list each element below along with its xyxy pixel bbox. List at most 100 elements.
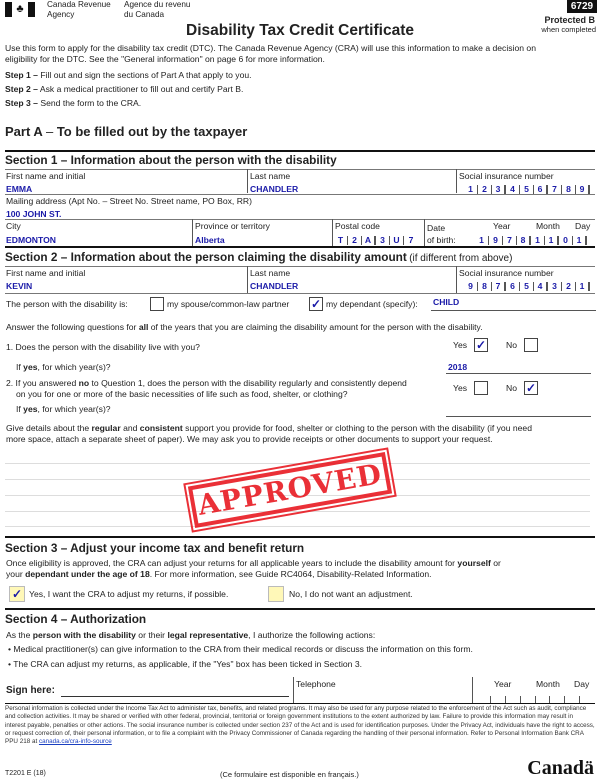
divider xyxy=(456,266,457,293)
address-field[interactable]: 100 JOHN ST. xyxy=(6,209,62,219)
sin-digit: 5 xyxy=(520,282,534,291)
text: If xyxy=(16,362,21,372)
first-name-field[interactable]: EMMA xyxy=(6,184,33,194)
intro-text: Use this form to apply for the disabilit… xyxy=(5,43,536,64)
q2-no-checkbox[interactable]: ✓ xyxy=(524,381,538,395)
province-field[interactable]: Alberta xyxy=(195,235,225,245)
privacy-text: Personal information is collected under … xyxy=(5,705,595,746)
spouse-label: my spouse/common-law partner xyxy=(167,299,290,309)
question-2: 2. If you answered no to Question 1, doe… xyxy=(6,378,407,399)
info-source-link[interactable]: canada.ca/cra-info-source xyxy=(38,738,112,746)
text: . For more information, see Guide RC4064… xyxy=(149,569,432,579)
agency-fr-line2: du Canada xyxy=(124,9,165,19)
dob-digit: 1 xyxy=(573,236,587,245)
sin-digit: 4 xyxy=(506,185,520,194)
postal-char: 2 xyxy=(348,236,362,245)
day-label: Day xyxy=(574,679,590,689)
divider xyxy=(332,219,333,246)
relation-label: The person with the disability is: xyxy=(6,299,128,309)
postal-label: Postal code xyxy=(335,221,380,231)
adjust-yes-checkbox[interactable]: ✓ xyxy=(9,586,25,602)
province-label: Province or territory xyxy=(195,221,270,231)
text-bold: yourself xyxy=(457,558,491,568)
canada-wordmark: Canadä xyxy=(527,757,594,779)
text: or xyxy=(493,558,501,568)
sin-digit: 4 xyxy=(534,282,548,291)
sign-date-field[interactable] xyxy=(476,696,594,703)
text: your xyxy=(6,569,23,579)
month-label: Month xyxy=(536,221,560,231)
step-label: Step 1 – xyxy=(5,70,38,80)
q1-no-checkbox[interactable] xyxy=(524,338,538,352)
dob-digit: 7 xyxy=(503,236,517,245)
postal-char: T xyxy=(334,236,348,245)
adjust-no-checkbox[interactable] xyxy=(268,586,284,602)
divider xyxy=(247,266,248,293)
signature-field[interactable] xyxy=(61,696,289,697)
form-id: T2201 E (18) xyxy=(5,770,46,777)
underline xyxy=(446,416,591,417)
answer-instructions: Answer the following questions for all o… xyxy=(6,322,483,332)
part-a-title: Part A xyxy=(5,124,43,139)
sin-digit: 1 xyxy=(576,282,590,291)
year-label: Year xyxy=(494,679,512,689)
underline xyxy=(431,310,596,311)
text: Answer the following questions for xyxy=(6,322,137,332)
q1-yes-label: Yes xyxy=(453,340,468,350)
q1-yes-checkbox[interactable]: ✓ xyxy=(474,338,488,352)
telephone-field[interactable] xyxy=(296,691,471,702)
dependant-specify-field[interactable]: CHILD xyxy=(433,297,460,307)
step-text: Ask a medical practitioner to fill out a… xyxy=(39,84,244,94)
sin-digit: 8 xyxy=(478,282,492,291)
divider xyxy=(5,536,595,538)
text-bold: legal representative xyxy=(167,630,249,640)
text-bold: consistent xyxy=(139,423,183,433)
section2-heading: Section 2 – Information about the person… xyxy=(5,250,512,264)
last-name-field[interactable]: CHANDLER xyxy=(250,184,299,194)
divider xyxy=(293,677,294,703)
claimant-last-name-field[interactable]: CHANDLER xyxy=(250,281,299,291)
divider xyxy=(5,150,595,152)
city-label: City xyxy=(6,221,21,231)
ruled-line xyxy=(5,526,590,527)
step-text: Send the form to the CRA. xyxy=(40,98,142,108)
text-bold: person with the disability xyxy=(32,630,136,640)
text: on you for one or more of the basic nece… xyxy=(16,388,348,399)
address-label: Mailing address (Apt No. – Street No. St… xyxy=(6,196,252,206)
last-name-label: Last name xyxy=(250,171,291,181)
text-bold: no xyxy=(78,378,90,388)
ruled-line xyxy=(5,511,590,512)
text-bold: regular xyxy=(91,423,121,433)
city-field[interactable]: EDMONTON xyxy=(6,235,56,245)
dependant-checkbox[interactable]: ✓ xyxy=(309,297,323,311)
dob-label: of birth: xyxy=(427,235,456,245)
spouse-checkbox[interactable] xyxy=(150,297,164,311)
dob-digit: 9 xyxy=(489,236,503,245)
q2-no-label: No xyxy=(506,383,517,393)
dob-digit: 1 xyxy=(475,236,489,245)
privacy-notice: Personal information is collected under … xyxy=(5,705,595,746)
step-label: Step 3 – xyxy=(5,98,38,108)
date-label: Date xyxy=(427,223,446,233)
q1-years-field[interactable]: 2018 xyxy=(448,362,468,372)
text: , I authorize the following actions: xyxy=(248,630,376,640)
claimant-first-name-field[interactable]: KEVIN xyxy=(6,281,33,291)
sin-digit: 1 xyxy=(464,185,478,194)
sin-digit: 5 xyxy=(520,185,534,194)
canada-flag-logo: ♣ xyxy=(5,2,35,17)
adjust-yes-label: Yes, I want the CRA to adjust my returns… xyxy=(29,589,229,599)
sin-digit: 2 xyxy=(562,282,576,291)
agency-en-line2: Agency xyxy=(47,9,75,19)
part-a-heading: Part A – To be filled out by the taxpaye… xyxy=(5,124,248,139)
sin-digit: 3 xyxy=(492,185,506,194)
protected-sub: when completed xyxy=(541,25,596,34)
q2-yes-checkbox[interactable] xyxy=(474,381,488,395)
text-bold: dependant under the age of 18 xyxy=(25,569,150,579)
text: support you provide for food, shelter or… xyxy=(185,423,532,433)
postal-char: 7 xyxy=(408,235,414,245)
section2-title: Section 2 – Information about the person… xyxy=(5,250,407,264)
